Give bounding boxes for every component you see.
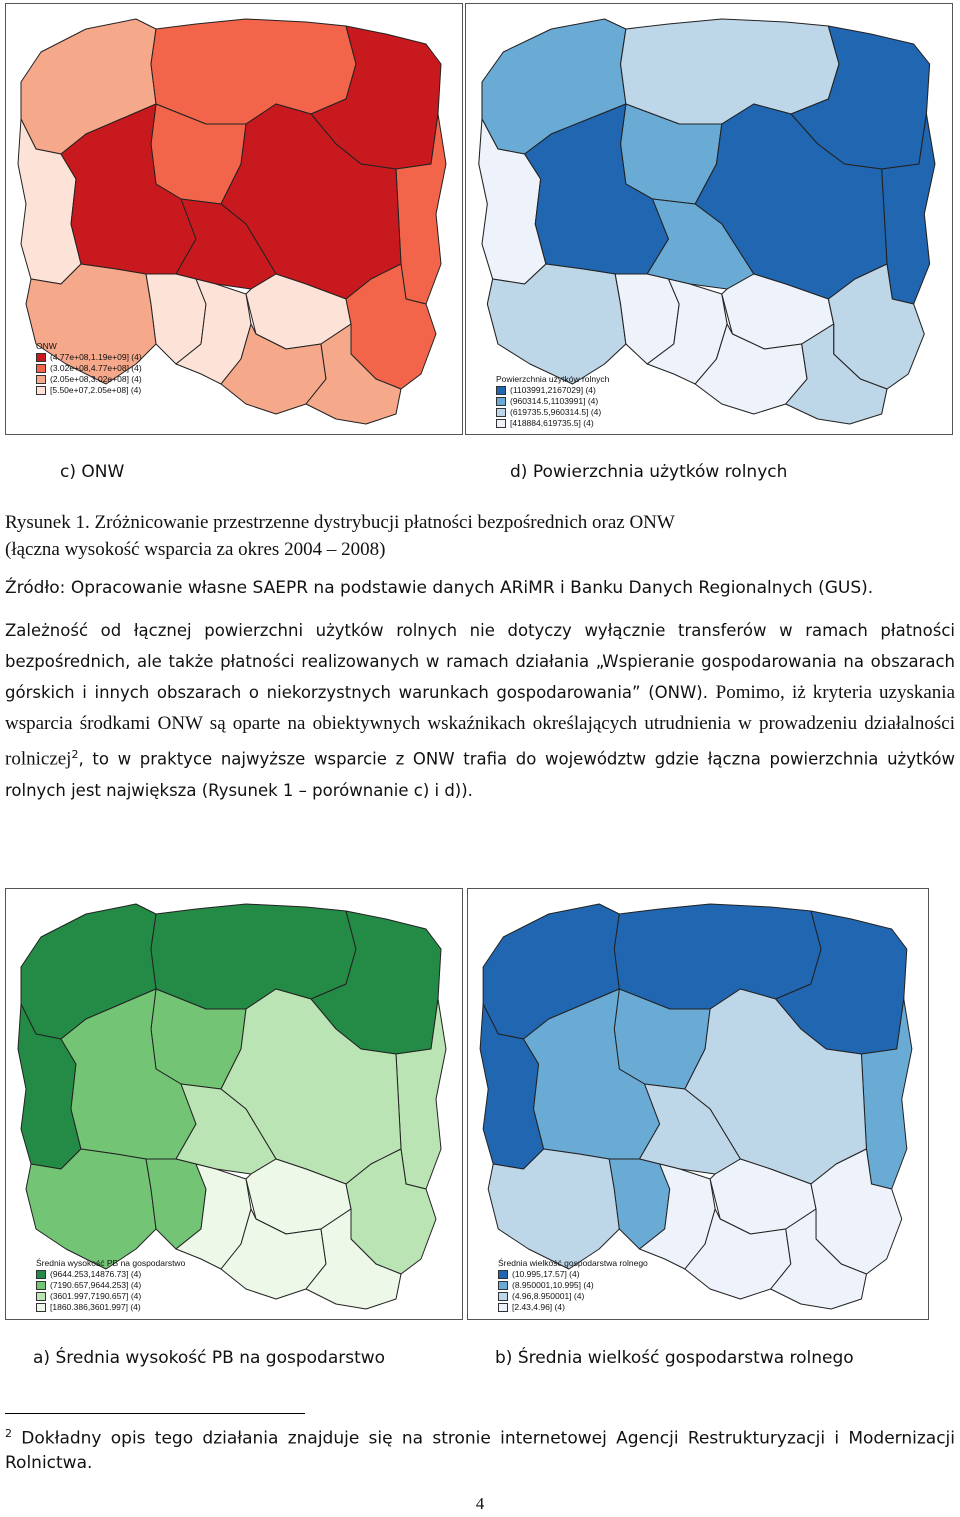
- legend-swatch: [36, 1270, 46, 1279]
- source-line: Źródło: Opracowanie własne SAEPR na pods…: [5, 578, 874, 598]
- region-podkarpackie: [305, 323, 402, 425]
- legend-item: (8.950001,10.995] (4): [498, 1280, 648, 1291]
- legend-label: (960314.5,1103991] (4): [510, 396, 599, 406]
- legend-label: [5.50e+07,2.05e+08] (4): [50, 385, 142, 395]
- legend-item: (2.05e+08,3.02e+08] (4): [36, 374, 142, 385]
- legend-title: ONW: [36, 341, 57, 351]
- page-number: 4: [475, 1494, 485, 1513]
- legend-label: (3601.997,7190.657] (4): [50, 1291, 142, 1301]
- figure-caption-line-1: Rysunek 1. Zróżnicowanie przestrzenne dy…: [5, 512, 675, 533]
- legend-swatch: [498, 1281, 508, 1290]
- footnote-number: 2: [5, 1427, 12, 1440]
- legend-item: (3601.997,7190.657] (4): [36, 1291, 185, 1302]
- legend-item: (960314.5,1103991] (4): [496, 396, 609, 407]
- legend-item: (1103991,2167029] (4): [496, 385, 609, 396]
- legend-title: Średnia wielkość gospodarstwa rolnego: [498, 1258, 648, 1268]
- legend-item: [2.43,4.96] (4): [498, 1302, 648, 1313]
- legend-item: (7190.657,9644.253] (4): [36, 1280, 185, 1291]
- legend-onw: ONW (4.77e+08,1.19e+09] (4) (3.02e+08,4.…: [36, 341, 142, 396]
- legend-label: (8.950001,10.995] (4): [512, 1280, 594, 1290]
- legend-swatch: [36, 1292, 46, 1301]
- legend-pb: Średnia wysokość PB na gospodarstwo (964…: [36, 1258, 185, 1313]
- legend-swatch: [36, 353, 46, 362]
- legend-swatch: [36, 386, 46, 395]
- legend-label: [1860.386,3601.997] (4): [50, 1302, 141, 1312]
- map-panel-onw: ONW (4.77e+08,1.19e+09] (4) (3.02e+08,4.…: [5, 3, 463, 435]
- paragraph-part-2: Pomimo, iż kryteria uzyskania wsparcia ś…: [5, 682, 955, 770]
- legend-item: (619735.5,960314.5] (4): [496, 407, 609, 418]
- caption-map-a: a) Średnia wysokość PB na gospodarstwo: [33, 1348, 386, 1368]
- legend-item: [5.50e+07,2.05e+08] (4): [36, 385, 142, 396]
- paragraph-part-1: Zależność od łącznej powierzchni użytków…: [5, 621, 955, 702]
- legend-item: (4.77e+08,1.19e+09] (4): [36, 352, 142, 363]
- footnote-text: Dokładny opis tego działania znajduje si…: [5, 1428, 955, 1473]
- legend-swatch: [498, 1292, 508, 1301]
- map-panel-farm-size: Średnia wielkość gospodarstwa rolnego (1…: [467, 888, 929, 1320]
- caption-map-d: d) Powierzchnia użytków rolnych: [510, 462, 788, 482]
- region-podkarpackie: [770, 1208, 867, 1310]
- legend-swatch: [36, 364, 46, 373]
- legend-swatch: [496, 419, 506, 428]
- map-farm-size: [479, 903, 913, 1310]
- legend-label: [2.43,4.96] (4): [512, 1302, 565, 1312]
- legend-area: Powierzchnia użytków rolnych (1103991,21…: [496, 374, 609, 429]
- caption-map-c: c) ONW: [60, 462, 125, 482]
- legend-label: (4.77e+08,1.19e+09] (4): [50, 352, 142, 362]
- region-podkarpackie: [785, 323, 888, 425]
- legend-label: (10.995,17.57] (4): [512, 1269, 580, 1279]
- legend-swatch: [36, 1281, 46, 1290]
- region-dolnoslaskie: [25, 1148, 157, 1270]
- body-paragraph: Zależność od łącznej powierzchni użytków…: [5, 615, 955, 806]
- legend-swatch: [36, 375, 46, 384]
- map-onw: [17, 18, 447, 425]
- legend-swatch: [36, 1303, 46, 1312]
- legend-title: Powierzchnia użytków rolnych: [496, 374, 610, 384]
- region-dolnoslaskie: [487, 1148, 620, 1270]
- legend-swatch: [496, 386, 506, 395]
- map-panel-pb: Średnia wysokość PB na gospodarstwo (964…: [5, 888, 463, 1320]
- legend-item: (9644.253,14876.73] (4): [36, 1269, 185, 1280]
- legend-label: (3.02e+08,4.77e+08] (4): [50, 363, 142, 373]
- legend-label: (1103991,2167029] (4): [510, 385, 596, 395]
- region-podkarpackie: [305, 1208, 402, 1310]
- legend-farm-size: Średnia wielkość gospodarstwa rolnego (1…: [498, 1258, 648, 1313]
- legend-item: [1860.386,3601.997] (4): [36, 1302, 185, 1313]
- footnote-reference: 2: [71, 748, 79, 761]
- legend-label: (619735.5,960314.5] (4): [510, 407, 602, 417]
- paragraph-part-3: , to w praktyce najwyższe wsparcie z ONW…: [5, 749, 955, 800]
- legend-item: (10.995,17.57] (4): [498, 1269, 648, 1280]
- map-area: [478, 18, 936, 425]
- legend-swatch: [496, 408, 506, 417]
- legend-label: [418884,619735.5] (4): [510, 418, 594, 428]
- legend-swatch: [498, 1303, 508, 1312]
- legend-item: (4.96,8.950001] (4): [498, 1291, 648, 1302]
- legend-label: (9644.253,14876.73] (4): [50, 1269, 142, 1279]
- legend-label: (7190.657,9644.253] (4): [50, 1280, 142, 1290]
- legend-title: Średnia wysokość PB na gospodarstwo: [36, 1258, 186, 1268]
- legend-label: (2.05e+08,3.02e+08] (4): [50, 374, 142, 384]
- legend-item: [418884,619735.5] (4): [496, 418, 609, 429]
- legend-swatch: [496, 397, 506, 406]
- footnote: 2 Dokładny opis tego działania znajduje …: [5, 1422, 955, 1475]
- legend-item: (3.02e+08,4.77e+08] (4): [36, 363, 142, 374]
- footnote-divider: [5, 1413, 305, 1414]
- map-pb: [17, 903, 447, 1310]
- region-dolnoslaskie: [486, 263, 627, 385]
- legend-label: (4.96,8.950001] (4): [512, 1291, 585, 1301]
- map-panel-area: Powierzchnia użytków rolnych (1103991,21…: [465, 3, 953, 435]
- figure-caption-line-2: (łączna wysokość wsparcia za okres 2004 …: [5, 539, 386, 560]
- caption-map-b: b) Średnia wielkość gospodarstwa rolnego: [495, 1348, 854, 1368]
- legend-swatch: [498, 1270, 508, 1279]
